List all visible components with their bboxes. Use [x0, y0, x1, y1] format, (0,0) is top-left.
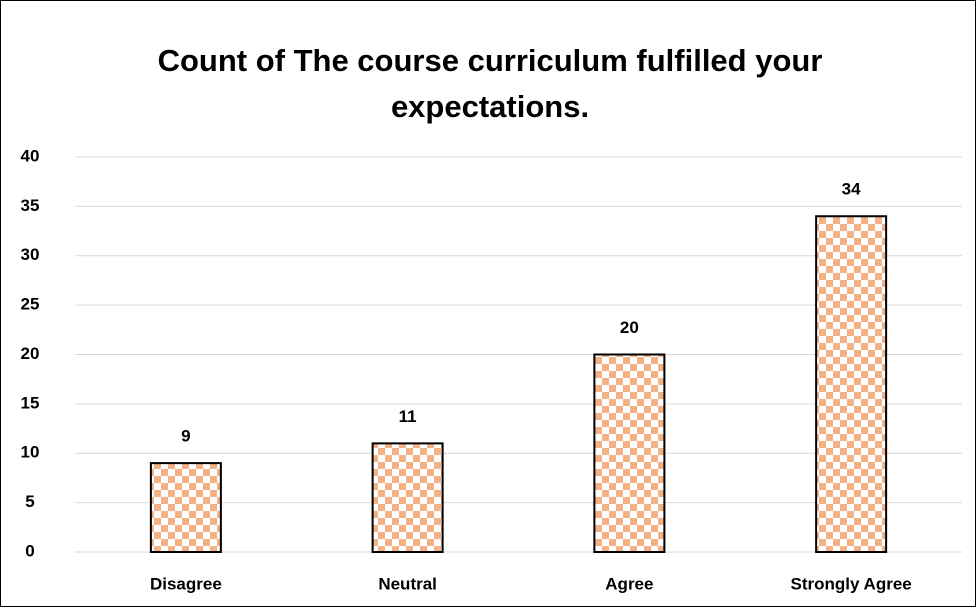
data-label: 34 [842, 180, 861, 199]
data-label: 20 [620, 318, 639, 337]
y-tick-label: 20 [21, 344, 40, 363]
bar [593, 353, 666, 553]
data-label: 9 [181, 427, 190, 446]
y-tick-label: 15 [21, 393, 40, 412]
bar [149, 462, 222, 553]
x-tick-label: Neutral [378, 574, 437, 593]
x-tick-label: Disagree [150, 574, 222, 593]
x-tick-label: Agree [605, 574, 653, 593]
data-label: 11 [399, 407, 417, 426]
y-tick-label: 40 [21, 146, 40, 165]
bar [815, 215, 888, 553]
y-tick-label: 35 [21, 196, 40, 215]
y-tick-label: 0 [25, 541, 34, 560]
x-tick-label: Strongly Agree [791, 574, 912, 593]
y-tick-label: 30 [21, 245, 40, 264]
chart-title: Count of The course curriculum fulfilled… [157, 43, 823, 124]
y-tick-label: 10 [21, 443, 40, 462]
bar [371, 442, 444, 553]
y-tick-label: 25 [21, 295, 40, 314]
y-tick-label: 5 [25, 492, 34, 511]
